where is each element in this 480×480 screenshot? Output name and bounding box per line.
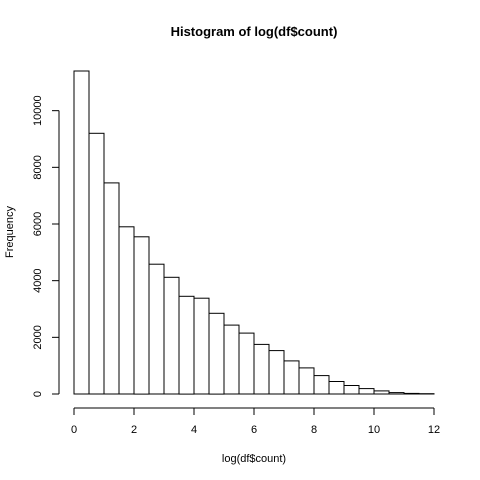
histogram-bar bbox=[283, 360, 300, 395]
x-tick-label: 10 bbox=[368, 424, 380, 436]
bars-group bbox=[73, 70, 435, 395]
histogram-bar bbox=[73, 70, 90, 395]
x-tick-label: 8 bbox=[311, 424, 317, 436]
histogram-bar bbox=[238, 332, 255, 395]
histogram-bar bbox=[178, 295, 195, 395]
x-axis-label: log(df$count) bbox=[222, 453, 286, 465]
y-tick-label: 10000 bbox=[32, 95, 44, 126]
histogram-bar bbox=[208, 312, 225, 395]
histogram-bar bbox=[163, 276, 180, 395]
histogram-bar bbox=[253, 343, 270, 395]
y-tick-label: 8000 bbox=[32, 155, 44, 179]
histogram-bar bbox=[268, 350, 285, 395]
histogram-bar bbox=[133, 236, 150, 395]
y-tick-label: 2000 bbox=[32, 325, 44, 349]
histogram-bar bbox=[358, 388, 375, 395]
histogram-bar bbox=[298, 367, 315, 395]
histogram-bar bbox=[193, 297, 210, 395]
histogram-bar bbox=[148, 263, 165, 395]
histogram-bar bbox=[328, 381, 345, 395]
histogram-bar bbox=[373, 390, 390, 395]
y-axis-label: Frequency bbox=[4, 206, 16, 258]
histogram-bar bbox=[223, 324, 240, 395]
chart-title: Histogram of log(df$count) bbox=[171, 24, 338, 39]
histogram-bar bbox=[343, 385, 360, 395]
x-tick-label: 4 bbox=[191, 424, 197, 436]
histogram-bar bbox=[313, 375, 330, 395]
x-tick-label: 6 bbox=[251, 424, 257, 436]
y-tick-label: 4000 bbox=[32, 268, 44, 292]
histogram-bar bbox=[88, 132, 105, 395]
y-tick-label: 6000 bbox=[32, 212, 44, 236]
y-axis: 0 2000 4000 6000 8000 10000 bbox=[32, 95, 60, 397]
histogram-bar bbox=[118, 226, 135, 395]
histogram-bar bbox=[103, 182, 120, 395]
y-tick-label: 0 bbox=[32, 391, 44, 397]
x-tick-label: 0 bbox=[71, 424, 77, 436]
histogram-bar bbox=[403, 392, 420, 395]
x-tick-label: 12 bbox=[428, 424, 440, 436]
x-tick-label: 2 bbox=[131, 424, 137, 436]
histogram-bar bbox=[388, 392, 405, 395]
x-axis: 0 2 4 6 8 10 12 bbox=[71, 407, 440, 436]
